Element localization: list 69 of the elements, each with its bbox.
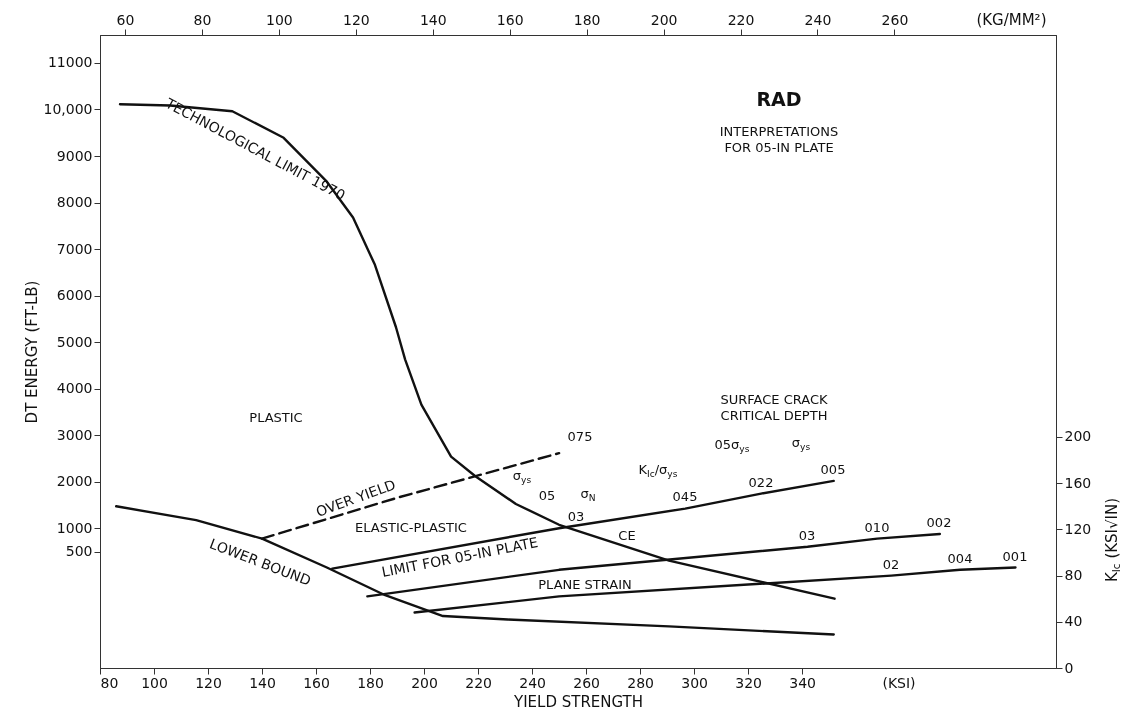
text: LIMIT FOR 05-IN PLATE	[380, 534, 540, 581]
annotation: RAD	[756, 88, 802, 110]
y-tick-label: 5000	[56, 333, 93, 350]
x2-axis-title: (KG/MM²)	[976, 10, 1047, 29]
x-tick-label: 160	[303, 674, 330, 691]
x-tick-label: 120	[195, 674, 222, 691]
y-tick-label: 10,000	[43, 100, 93, 117]
y-tick-label: 11000	[47, 54, 93, 71]
annotation: 075	[567, 429, 593, 444]
text: OVER YIELD	[313, 476, 398, 520]
x-tick-label: 180	[357, 674, 384, 691]
x2-tick-label: 200	[650, 11, 678, 28]
annotation: ELASTIC-PLASTIC	[355, 520, 467, 535]
y2-tick-label: 0	[1064, 659, 1074, 676]
annotation: 05	[538, 488, 556, 503]
annotation: 004	[947, 551, 973, 566]
annotation: PLANE STRAIN	[538, 577, 632, 592]
x-tick-label: 280	[627, 674, 654, 691]
annotation: 03	[798, 528, 816, 543]
annotation: 002	[926, 515, 952, 530]
y-tick-label: 1000	[56, 519, 93, 536]
y2-axis-title: KIc (KSI√IN)	[1103, 497, 1122, 583]
x-tick-label: 260	[573, 674, 600, 691]
y2-tick-label: 80	[1064, 567, 1083, 584]
annotation: 045	[672, 489, 698, 504]
annotation: 005	[820, 462, 846, 477]
x2-tick-label: 220	[727, 11, 755, 28]
x-tick-label: 80	[100, 674, 119, 691]
x2-tick-label: 180	[573, 11, 601, 28]
y2-tick-label: 200	[1064, 428, 1092, 445]
x-tick-label: 240	[519, 674, 546, 691]
x-axis-title: YIELD STRENGTH	[512, 692, 644, 711]
y2-tick-label: 160	[1064, 474, 1092, 491]
x2-tick-label: 140	[419, 11, 447, 28]
annotation: CE	[618, 528, 636, 543]
x-tick-label: 300	[681, 674, 708, 691]
annotation: PLASTIC	[249, 410, 303, 425]
x2-tick-label: 260	[881, 11, 909, 28]
x2-tick-label: 160	[496, 11, 524, 28]
x2-tick-label: 240	[804, 11, 832, 28]
y-tick-label: 4000	[56, 380, 93, 397]
x-tick-label: 320	[735, 674, 762, 691]
x2-tick-label: 100	[266, 11, 293, 28]
annotation: 022	[748, 475, 774, 490]
x-tick-label: 340	[789, 674, 817, 691]
annotation: 001	[1002, 549, 1028, 564]
y2-tick-label: 120	[1064, 520, 1092, 537]
y-tick-label: 8000	[56, 194, 93, 211]
x2-tick-label: 80	[193, 11, 212, 28]
y-tick-label: 7000	[56, 240, 93, 257]
y-tick-label: 500	[65, 543, 93, 560]
text: (KSI)	[882, 675, 916, 691]
x2-tick-label: 60	[116, 11, 135, 28]
y-axis-title: DT ENERGY (FT-LB)	[22, 280, 41, 424]
x2-tick-label: 120	[342, 11, 370, 28]
x-tick-label: 220	[465, 674, 492, 691]
annotation: SURFACE CRACK CRITICAL DEPTH	[720, 392, 828, 423]
x-tick-label: 140	[249, 674, 276, 691]
y-tick-label: 2000	[56, 473, 93, 490]
annotation: INTERPRETATIONS FOR 05-IN PLATE	[719, 124, 839, 155]
annotation: 02	[882, 557, 900, 572]
y-tick-label: 3000	[56, 426, 93, 443]
y2-tick-label: 40	[1064, 613, 1083, 630]
annotation: 010	[864, 520, 890, 535]
y-tick-label: 9000	[56, 147, 93, 164]
y-tick-label: 6000	[56, 287, 93, 304]
x-tick-label: 100	[141, 674, 168, 691]
x-tick-label: 200	[411, 674, 438, 691]
annotation: 03	[567, 509, 585, 524]
